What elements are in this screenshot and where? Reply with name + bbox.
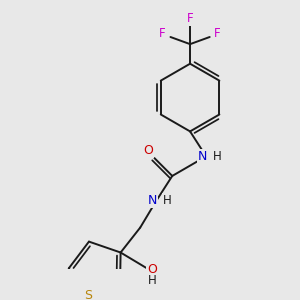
Text: O: O <box>147 263 157 276</box>
Text: O: O <box>143 145 153 158</box>
Text: H: H <box>212 150 221 163</box>
Text: N: N <box>198 150 207 163</box>
Text: S: S <box>84 289 92 300</box>
Text: H: H <box>147 274 156 286</box>
Text: F: F <box>214 27 221 40</box>
Text: F: F <box>159 27 166 40</box>
Text: N: N <box>148 194 158 207</box>
Text: H: H <box>163 194 171 207</box>
Text: F: F <box>187 12 194 25</box>
